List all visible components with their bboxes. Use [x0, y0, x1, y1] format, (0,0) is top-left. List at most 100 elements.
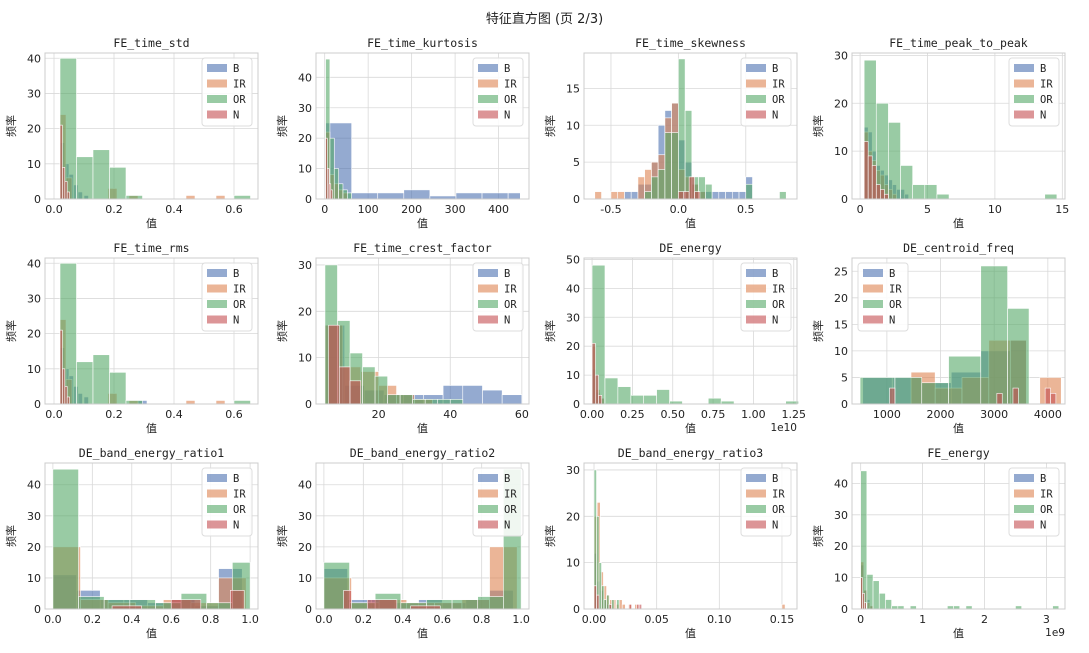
- bar-N: [1044, 387, 1051, 405]
- y-tick-label: 20: [27, 541, 41, 554]
- legend-box: [1008, 467, 1060, 537]
- bar-OR: [1044, 193, 1058, 200]
- y-tick-label: 10: [834, 572, 848, 585]
- legend-label-OR: OR: [504, 299, 517, 311]
- bar-N: [871, 165, 877, 200]
- bar-OR: [912, 184, 926, 200]
- bar-IR: [637, 176, 645, 200]
- plot-frame: [44, 257, 259, 405]
- legend-label-B: B: [772, 63, 778, 75]
- bar-IR: [215, 400, 226, 405]
- legend-swatch-N: [478, 315, 498, 324]
- legend-label-OR: OR: [233, 94, 246, 106]
- x-tick-label: 0.75: [701, 408, 726, 421]
- bar-OR: [611, 599, 615, 610]
- subplot-FE_time_std: FE_time_std 0.0 0.2 0.4 0.6 0 10 20 30 40 值 频率 B IR OR…: [4, 36, 259, 230]
- y-tick-label: 0: [305, 398, 312, 411]
- bar-N: [678, 191, 685, 200]
- bar-IR: [618, 599, 623, 610]
- x-tick-label: 20: [372, 408, 386, 421]
- x-tick-label: 0.4: [123, 613, 141, 626]
- y-tick-label: 30: [27, 292, 41, 305]
- plot-frame: [315, 257, 530, 405]
- y-axis-label: 频率: [4, 525, 18, 547]
- x-tick-label: 0.2: [355, 613, 373, 626]
- y-tick-label: 40: [27, 479, 41, 492]
- bar-OR: [333, 168, 339, 200]
- x-axis-label: 值: [146, 217, 157, 230]
- x-axis-label: 值: [417, 422, 428, 435]
- legend-label-N: N: [504, 110, 510, 122]
- x-tick-label: 100: [358, 203, 379, 216]
- bar-OR: [604, 377, 619, 405]
- bar-OR: [362, 366, 376, 405]
- x-axis-label: 值: [953, 217, 964, 230]
- subplot-title: DE_band_energy_ratio3: [618, 446, 763, 460]
- bar-OR: [601, 585, 605, 610]
- y-axis-label: 频率: [543, 525, 557, 547]
- legend-label-OR: OR: [772, 94, 785, 106]
- bar-OR: [900, 165, 913, 200]
- bar-N: [230, 590, 245, 610]
- legend-label-IR: IR: [504, 79, 517, 91]
- bar-N: [884, 193, 889, 200]
- x-axis-label: 值: [685, 422, 696, 435]
- bar-OR: [76, 361, 94, 405]
- bar-B: [711, 191, 720, 200]
- x-tick-label: 0.6: [433, 613, 451, 626]
- legend-swatch-OR: [207, 95, 227, 103]
- x-tick-label: 1000: [873, 408, 901, 421]
- bar-B: [731, 191, 740, 200]
- legend-label-B: B: [233, 63, 239, 75]
- legend-swatch-OR: [1014, 95, 1034, 103]
- legend-swatch-B: [746, 474, 766, 482]
- x-tick-label: 0.05: [644, 613, 669, 626]
- x-axis-label: 值: [146, 627, 157, 640]
- subplot-title: FE_time_crest_factor: [353, 241, 492, 255]
- bar-OR: [387, 394, 401, 405]
- legend-swatch-IR: [863, 284, 883, 293]
- y-tick-label: 10: [298, 572, 312, 585]
- bar-OR: [412, 399, 426, 405]
- x-tick-label: 0.0: [315, 613, 333, 626]
- bar-OR: [233, 195, 251, 200]
- x-tick-label: 15: [1055, 203, 1069, 216]
- bar-OR: [449, 399, 464, 405]
- legend: B IR OR N: [740, 467, 792, 537]
- x-tick-label: 0.8: [473, 613, 491, 626]
- legend-swatch-B: [863, 269, 883, 277]
- subplot-title: FE_time_skewness: [635, 36, 746, 50]
- legend-label-N: N: [889, 315, 895, 327]
- legend-label-IR: IR: [233, 79, 246, 91]
- y-tick-label: 20: [566, 510, 580, 523]
- y-tick-label: 40: [27, 257, 41, 270]
- bar-B: [630, 191, 639, 200]
- subplot-title: DE_centroid_freq: [903, 241, 1014, 255]
- legend-box: [740, 262, 792, 332]
- bar-OR: [657, 169, 666, 200]
- y-axis-label: 频率: [543, 320, 557, 342]
- legend-swatch-B: [1014, 474, 1034, 482]
- x-axis-label: 值: [953, 422, 964, 435]
- bar-N: [338, 366, 351, 405]
- y-tick-label: 40: [834, 477, 848, 490]
- y-tick-label: 0: [34, 193, 41, 206]
- plot-frame: [583, 52, 798, 200]
- y-tick-label: 10: [834, 145, 848, 158]
- legend-swatch-N: [746, 110, 766, 119]
- legend: B IR OR N: [1008, 467, 1060, 537]
- bar-B: [455, 192, 483, 200]
- bar-OR: [936, 193, 950, 200]
- y-tick-label: 20: [834, 540, 848, 553]
- x-tick-label: -0.5: [600, 203, 621, 216]
- legend: B IR OR N: [472, 57, 524, 127]
- legend-box: [857, 262, 909, 332]
- bar-N: [59, 329, 63, 405]
- x-tick-label: 0.4: [165, 203, 183, 216]
- y-axis-label: 频率: [811, 320, 825, 342]
- legend-label-IR: IR: [772, 489, 785, 501]
- x-axis-label: 值: [417, 627, 428, 640]
- legend-label-OR: OR: [772, 504, 785, 516]
- y-tick-label: 5: [573, 156, 580, 169]
